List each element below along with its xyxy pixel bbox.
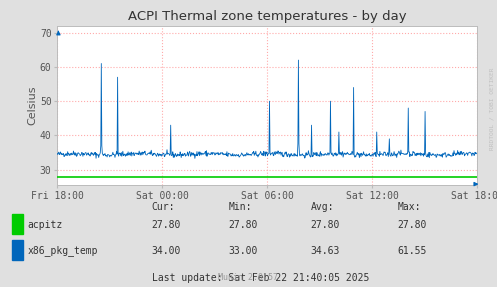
Text: 61.55: 61.55	[398, 246, 427, 255]
Text: x86_pkg_temp: x86_pkg_temp	[27, 245, 98, 256]
Title: ACPI Thermal zone temperatures - by day: ACPI Thermal zone temperatures - by day	[128, 10, 407, 23]
Text: Last update: Sat Feb 22 21:40:05 2025: Last update: Sat Feb 22 21:40:05 2025	[152, 273, 369, 283]
Text: Max:: Max:	[398, 202, 421, 212]
Text: RRDTOOL / TOBI OETIKER: RRDTOOL / TOBI OETIKER	[490, 68, 495, 150]
Text: 27.80: 27.80	[311, 220, 340, 230]
Text: Cur:: Cur:	[152, 202, 175, 212]
Text: 33.00: 33.00	[229, 246, 258, 255]
Text: 34.00: 34.00	[152, 246, 181, 255]
Text: 27.80: 27.80	[152, 220, 181, 230]
Text: Munin 2.0.57: Munin 2.0.57	[219, 273, 278, 282]
Text: 34.63: 34.63	[311, 246, 340, 255]
Text: Avg:: Avg:	[311, 202, 334, 212]
Text: Min:: Min:	[229, 202, 252, 212]
Text: acpitz: acpitz	[27, 220, 63, 230]
Text: 27.80: 27.80	[398, 220, 427, 230]
Text: 27.80: 27.80	[229, 220, 258, 230]
Y-axis label: Celsius: Celsius	[27, 86, 37, 125]
